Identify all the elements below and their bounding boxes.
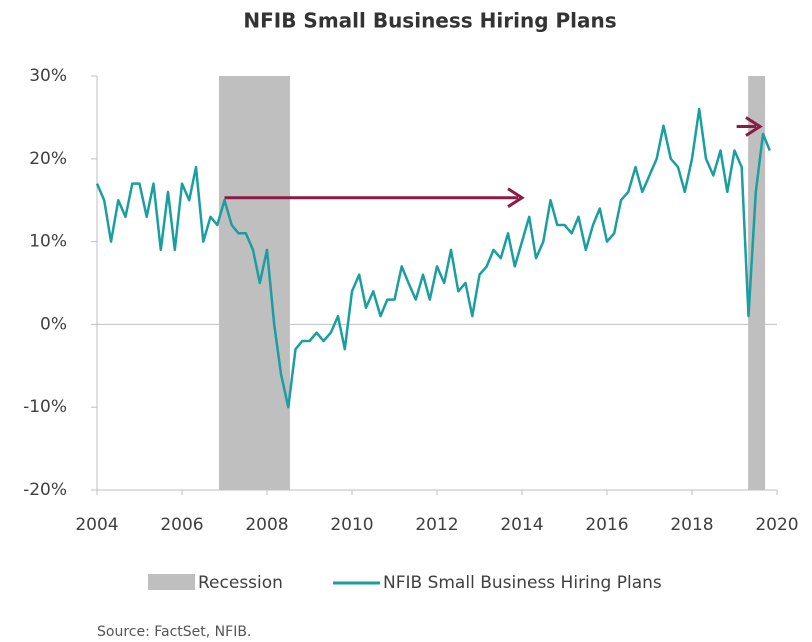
y-tick-label: 20% [29,149,67,169]
x-tick-label: 2010 [330,515,373,535]
x-tick-label: 2018 [670,515,713,535]
legend-label: Recession [198,573,283,593]
y-tick-label: -20% [23,480,67,500]
legend-label: NFIB Small Business Hiring Plans [383,573,662,593]
x-tick-label: 2006 [160,515,203,535]
y-tick-label: 30% [29,66,67,86]
x-tick-label: 2016 [585,515,628,535]
x-tick-label: 2014 [500,515,543,535]
source-note: Source: FactSet, NFIB. [97,624,251,640]
x-tick-label: 2004 [75,515,118,535]
y-tick-label: 10% [29,232,67,252]
y-tick-label: 0% [40,314,67,334]
legend-swatch [148,574,195,590]
arrow-head [507,187,525,208]
y-tick-label: -10% [23,397,67,417]
x-tick-label: 2008 [245,515,288,535]
chart-title: NFIB Small Business Hiring Plans [243,9,616,33]
recession-band [748,76,766,490]
arrow-head [745,116,763,137]
x-tick-label: 2020 [755,515,798,535]
data-line [95,107,771,409]
x-tick-label: 2012 [415,515,458,535]
recession-band [218,76,290,490]
